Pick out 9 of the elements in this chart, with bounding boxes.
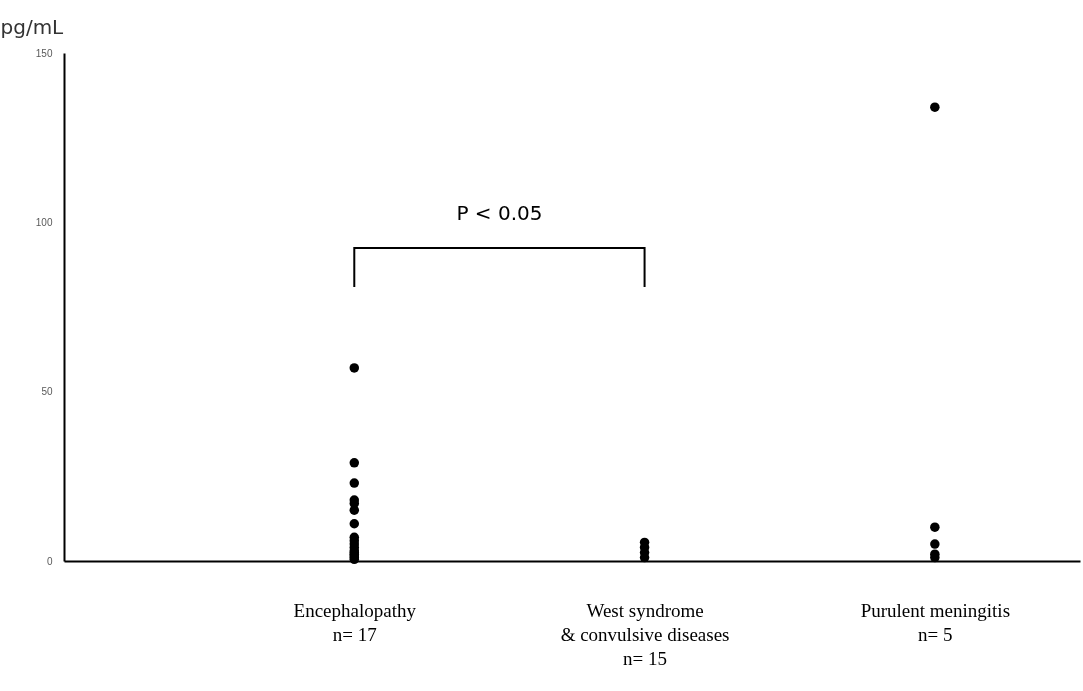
y-tick-label: 150 [35,47,53,59]
annotation: P < 0.05 [456,201,543,225]
x-tick-label: Encephalopathy n= 17 [293,599,417,645]
y-tick-label: 50 [41,386,53,398]
x-tick-label: Purulent meningitis n= 5 [860,599,1011,645]
y-tick-label: 100 [35,216,53,228]
y-axis-title: pg/mL [0,14,65,39]
y-tick-label: 0 [46,555,53,567]
x-tick-label: West syndrome & convulsive diseases n= 15 [560,599,730,669]
